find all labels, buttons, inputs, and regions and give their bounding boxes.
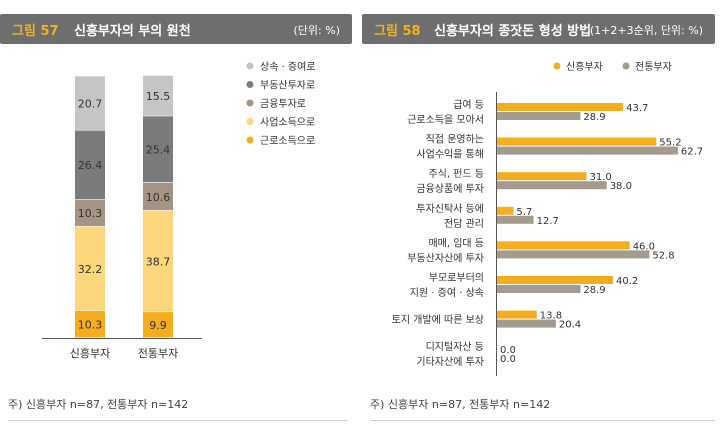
figure-57-title: 신흥부자의 부의 원천 — [74, 24, 191, 39]
category-label: 기타자산에 투자 — [416, 356, 484, 368]
legend-label: 상속 · 증여로 — [260, 61, 316, 73]
bar — [497, 241, 630, 250]
bar-segment — [75, 226, 105, 311]
data-label: 38.7 — [146, 255, 171, 268]
category-label: 매매, 임대 등 — [428, 236, 484, 249]
bar-segment — [75, 311, 105, 338]
legend-label: 전통부자 — [635, 61, 672, 73]
data-label: 20.7 — [78, 97, 103, 110]
figure-58-unit: (1+2+3순위, 단위: %) — [589, 24, 703, 37]
data-label: 38.0 — [610, 181, 632, 192]
bar-segment — [143, 210, 173, 312]
category-label: 신흥부자 — [70, 346, 110, 360]
category-label: 전통부자 — [138, 347, 178, 360]
legend-label: 금융투자로 — [260, 98, 306, 110]
data-label: 28.9 — [583, 112, 605, 123]
data-label: 28.9 — [583, 285, 605, 296]
data-label: 0.0 — [500, 345, 516, 356]
data-label: 20.4 — [559, 320, 581, 331]
figure-58-title: 신흥부자의 종잣돈 형성 방법 — [434, 24, 592, 39]
data-label: 10.6 — [146, 191, 171, 204]
data-label: 32.2 — [78, 263, 103, 276]
bar — [497, 103, 624, 111]
bar — [497, 250, 650, 259]
category-label: 투자신탁사 등에 — [416, 203, 484, 215]
bar-segment — [75, 199, 105, 227]
category-label: 근로소득을 모아서 — [407, 114, 484, 126]
legend-label: 사업소득으로 — [260, 116, 315, 129]
bar — [497, 310, 537, 319]
bar-segment — [143, 182, 173, 211]
data-label: 62.7 — [681, 147, 703, 158]
data-label: 25.4 — [146, 144, 171, 157]
data-label: 40.2 — [616, 276, 638, 287]
figure-57-panel: 그림 57 신흥부자의 부의 원천 (단위: %) 10.3 32.2 10.3 26… — [0, 0, 352, 436]
category-label: 사업수익을 통해 — [416, 148, 484, 161]
data-label: 0.0 — [500, 354, 516, 365]
figure-58-header: 그림 58 신흥부자의 종잣돈 형성 방법 (1+2+3순위, 단위: %) — [362, 14, 715, 44]
legend-marker — [246, 99, 254, 107]
figure-58-note: 주) 신흥부자 n=87, 전통부자 n=142 — [370, 398, 551, 411]
bar-segment — [75, 76, 105, 130]
bar — [497, 276, 613, 284]
figure-57-unit: (단위: %) — [293, 24, 340, 37]
figure-57-divider — [8, 420, 348, 421]
bar — [497, 172, 587, 181]
data-label: 10.3 — [78, 319, 103, 332]
bar-segment — [143, 75, 173, 116]
bar-segment — [143, 312, 173, 338]
bar — [497, 285, 581, 293]
bar — [497, 319, 556, 328]
bar — [497, 146, 678, 155]
figure-57-header: 그림 57 신흥부자의 부의 원천 (단위: %) — [0, 14, 352, 44]
category-label: 지원 · 증여 · 상속 — [410, 287, 484, 299]
data-label: 12.7 — [537, 216, 559, 227]
stacked-bar-chart: 10.3 32.2 10.3 26.4 20.7 신흥부자 9.9 38.7 10.6 25.4 1… — [42, 61, 316, 360]
category-label: 부동산자산에 투자 — [407, 252, 484, 264]
figure-57-note: 주) 신흥부자 n=87, 전통부자 n=142 — [8, 398, 189, 411]
figure-58-divider — [370, 420, 715, 421]
bar — [497, 112, 581, 120]
category-label: 디지털자산 등 — [426, 341, 484, 353]
bar — [497, 137, 657, 146]
bar — [497, 215, 534, 224]
legend-marker — [553, 62, 561, 70]
data-label: 43.7 — [626, 103, 648, 114]
figure-58-panel: 그림 58 신흥부자의 종잣돈 형성 방법 (1+2+3순위, 단위: %) 신… — [362, 0, 720, 436]
bar-segment — [75, 130, 105, 200]
legend-marker — [246, 81, 254, 88]
category-label: 부모로부터의 — [429, 272, 484, 284]
legend-label: 근로소득으로 — [260, 135, 315, 147]
legend-marker — [246, 62, 254, 70]
legend-marker — [246, 136, 254, 144]
data-label: 26.4 — [78, 159, 103, 172]
bar — [497, 206, 514, 215]
category-label: 금융상품에 투자 — [416, 183, 484, 195]
data-label: 31.0 — [590, 172, 612, 183]
bar — [497, 181, 607, 190]
data-label: 10.3 — [78, 207, 103, 220]
legend-marker — [246, 118, 254, 125]
data-label: 9.9 — [149, 319, 167, 332]
figure-57-number: 그림 57 — [12, 24, 59, 39]
data-label: 46.0 — [633, 241, 655, 252]
data-label: 15.5 — [146, 90, 171, 103]
legend-label: 부동산투자로 — [260, 80, 315, 92]
category-label: 급여 등 — [453, 99, 484, 111]
legend-label: 신흥부자 — [566, 60, 603, 73]
category-label: 직접 운영하는 — [426, 133, 484, 146]
bar-segment — [143, 116, 173, 183]
category-label: 전담 관리 — [444, 218, 484, 230]
figure-58-number: 그림 58 — [374, 24, 421, 39]
data-label: 5.7 — [516, 207, 532, 218]
data-label: 52.8 — [652, 250, 674, 261]
category-label: 토지 개발에 따른 보상 — [392, 314, 484, 326]
category-label: 주식, 펀드 등 — [428, 168, 484, 180]
legend-marker — [622, 62, 630, 70]
data-label: 55.2 — [659, 138, 681, 149]
data-label: 13.8 — [540, 311, 562, 322]
